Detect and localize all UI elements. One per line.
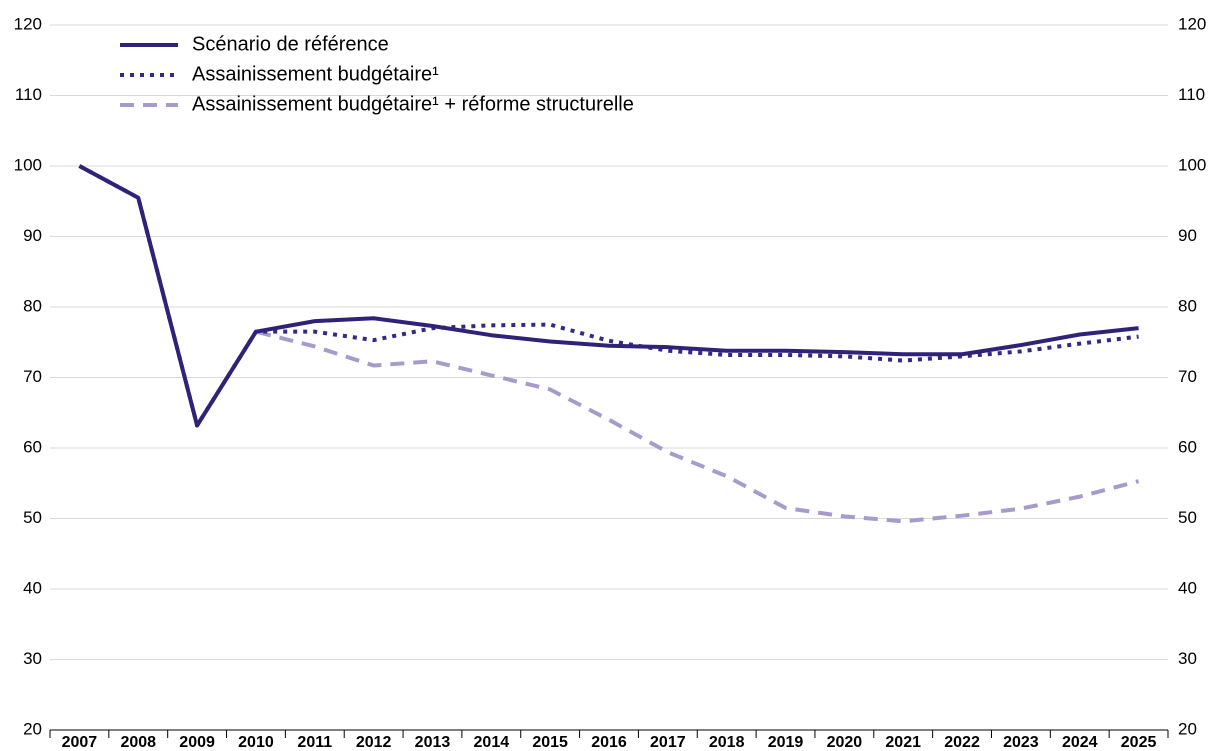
y2-tick-label: 70 bbox=[1178, 367, 1197, 386]
y2-tick-label: 110 bbox=[1178, 85, 1205, 104]
y-tick-label: 30 bbox=[23, 649, 42, 668]
y2-tick-label: 40 bbox=[1178, 578, 1197, 597]
x-tick-label: 2007 bbox=[62, 734, 98, 751]
x-tick-label: 2012 bbox=[356, 734, 392, 751]
series-line bbox=[78, 164, 1139, 428]
x-tick-label: 2014 bbox=[474, 734, 510, 751]
y-tick-label: 110 bbox=[15, 85, 42, 104]
y-tick-label: 60 bbox=[23, 437, 42, 456]
x-tick-label: 2008 bbox=[120, 734, 156, 751]
x-tick-label: 2021 bbox=[885, 734, 921, 751]
x-tick-label: 2025 bbox=[1121, 734, 1157, 751]
y-tick-label: 90 bbox=[23, 226, 42, 245]
y2-tick-label: 30 bbox=[1178, 649, 1197, 668]
x-tick-label: 2022 bbox=[944, 734, 980, 751]
y-tick-label: 70 bbox=[23, 367, 42, 386]
x-tick-label: 2019 bbox=[768, 734, 804, 751]
x-tick-label: 2016 bbox=[591, 734, 627, 751]
y2-tick-label: 90 bbox=[1178, 226, 1197, 245]
x-tick-label: 2015 bbox=[532, 734, 568, 751]
x-tick-label: 2018 bbox=[709, 734, 745, 751]
x-tick-label: 2009 bbox=[179, 734, 215, 751]
y-tick-label: 100 bbox=[14, 155, 42, 174]
y2-tick-label: 120 bbox=[1178, 14, 1206, 33]
y2-tick-label: 50 bbox=[1178, 508, 1197, 527]
x-tick-label: 2017 bbox=[650, 734, 686, 751]
y2-tick-label: 20 bbox=[1178, 719, 1197, 738]
series-line bbox=[78, 164, 1139, 428]
legend-label: Assainissement budgétaire¹ bbox=[192, 63, 439, 85]
legend-label: Scénario de référence bbox=[192, 33, 389, 55]
y-tick-label: 80 bbox=[23, 296, 42, 315]
x-tick-label: 2010 bbox=[238, 734, 274, 751]
y2-tick-label: 100 bbox=[1178, 155, 1206, 174]
y-tick-label: 20 bbox=[23, 719, 42, 738]
x-tick-label: 2023 bbox=[1003, 734, 1039, 751]
x-tick-label: 2013 bbox=[415, 734, 451, 751]
legend-label: Assainissement budgétaire¹ + réforme str… bbox=[192, 93, 634, 115]
y-tick-label: 40 bbox=[23, 578, 42, 597]
x-tick-label: 2011 bbox=[297, 734, 332, 751]
y-tick-label: 50 bbox=[23, 508, 42, 527]
series-line bbox=[78, 164, 1140, 524]
x-tick-label: 2020 bbox=[827, 734, 863, 751]
y2-tick-label: 80 bbox=[1178, 296, 1197, 315]
y2-tick-label: 60 bbox=[1178, 437, 1197, 456]
x-tick-label: 2024 bbox=[1062, 734, 1098, 751]
y-tick-label: 120 bbox=[14, 14, 42, 33]
